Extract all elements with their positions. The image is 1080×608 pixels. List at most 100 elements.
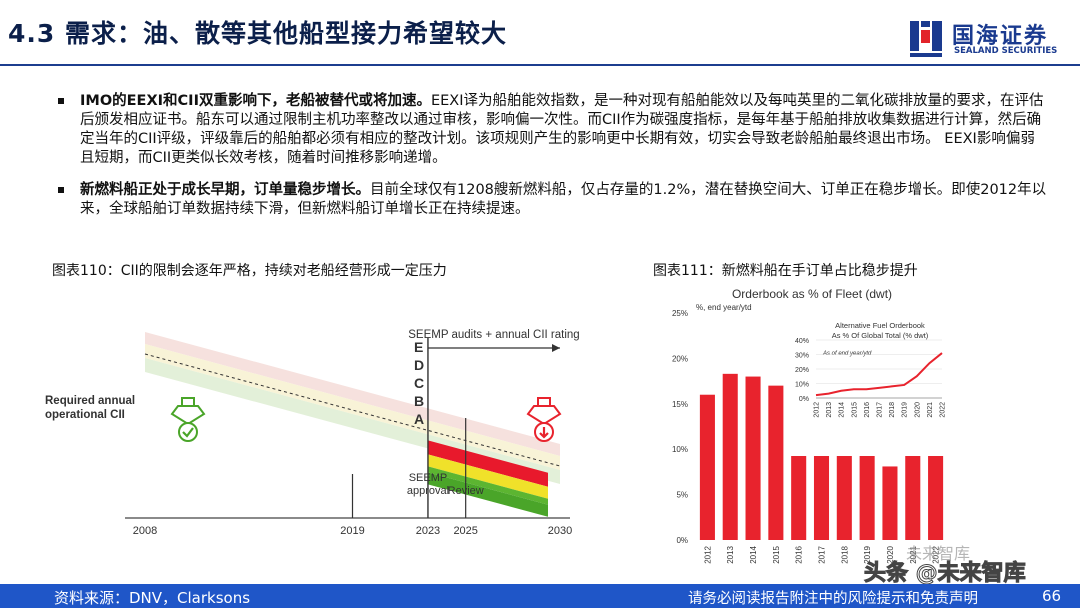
inset-x-tick-label: 2019	[902, 402, 909, 418]
x-tick-label: 2015	[772, 545, 781, 563]
inset-x-tick-label: 2017	[877, 402, 884, 418]
x-tick-label: 2016	[795, 545, 804, 563]
check-badge-shape	[178, 422, 198, 442]
bar-2018	[836, 440, 852, 540]
inset-x-tick-label: 2014	[839, 402, 846, 418]
x-tick-label: 2013	[726, 545, 735, 563]
bar-2012	[699, 394, 715, 540]
inset-y-tick-label: 10%	[795, 382, 809, 389]
x-tick-label: 2020	[886, 545, 895, 563]
company-logo: 国海证券 SEALAND SECURITIES	[908, 18, 1068, 60]
logo-text-en: SEALAND SECURITIES	[954, 46, 1058, 56]
sealand-logo-icon	[910, 21, 942, 57]
y-label-line2: operational CII	[45, 409, 125, 421]
chart-title: Orderbook as % of Fleet (dwt)	[732, 287, 892, 301]
x-tick-label: 2008	[133, 525, 157, 537]
y-tick-label: 25%	[672, 309, 688, 318]
inset-x-tick-label: 2015	[851, 402, 858, 418]
footer-bar: 资料来源：DNV，Clarksons 请务必阅读报告附注中的风险提示和免责声明 …	[0, 584, 1080, 608]
x-tick-label: 2018	[840, 545, 849, 563]
inset-x-tick-label: 2021	[927, 402, 934, 418]
bar-2019	[859, 455, 875, 540]
rating-band-a	[427, 472, 548, 517]
inset-title-line2: As % Of Global Total (% dwt)	[832, 331, 929, 340]
inset-subtitle: As of end year/ytd	[822, 351, 872, 357]
x-tick-label: 2030	[548, 525, 572, 537]
x-tick-label: 2014	[749, 545, 758, 563]
bullet-text: EEXI译为船舶能效指数，是一种对现有船舶能效以及每吨英里的二氧化碳排放量的要求…	[80, 93, 1044, 166]
page-number: 66	[1042, 587, 1062, 605]
bar-2017	[813, 441, 830, 540]
source-note: 资料来源：DNV，Clarksons	[54, 589, 251, 607]
inset-x-tick-label: 2016	[864, 402, 871, 418]
inset-x-tick-label: 2018	[889, 402, 896, 418]
compliant-ship-icon	[170, 397, 206, 442]
bullet-list: IMO的EEXI和CII双重影响下，老船被替代或将加速。EEXI译为船舶能效指数…	[48, 92, 1048, 232]
rating-label-e: E	[414, 339, 423, 355]
rating-label-d: D	[414, 357, 424, 373]
inset-background	[788, 314, 948, 456]
bar-2014	[745, 376, 761, 540]
down-arrow-shape	[539, 427, 549, 439]
rating-band-d	[427, 440, 548, 487]
figure-110-caption: 图表110：CII的限制会逐年严格，持续对老船经营形成一定压力	[52, 263, 447, 279]
ship-hull-shape	[170, 405, 206, 426]
inset-series-line	[815, 352, 943, 397]
audits-arrowhead	[552, 344, 560, 352]
rating-band-faint-middle	[145, 344, 560, 471]
chart-subtitle: %, end year/ytd	[696, 303, 752, 312]
inset-x-tick-label: 2012	[814, 402, 821, 418]
bar-2022	[928, 451, 944, 540]
bar-2016	[791, 431, 807, 540]
y-tick-label: 20%	[672, 354, 688, 363]
bar-2020	[882, 466, 898, 540]
disclaimer-link[interactable]: 请务必阅读报告附注中的风险提示和免责声明	[688, 591, 978, 607]
y-tick-label: 5%	[676, 491, 688, 500]
x-tick-label: 2025	[453, 525, 477, 537]
x-tick-label: 2023	[416, 525, 440, 537]
bullet-heading: 新燃料船正处于成长早期，订单量稳步增长。	[80, 182, 370, 198]
bar-2021	[905, 450, 921, 540]
y-tick-label: 0%	[676, 536, 688, 545]
bullet-item: 新燃料船正处于成长早期，订单量稳步增长。目前全球仅有1208艘新燃料船，仅占存量…	[48, 181, 1048, 219]
watermark-ring-text: 未来智库	[906, 544, 971, 563]
ship-cabin-shape	[537, 397, 551, 407]
x-tick-label: 2019	[863, 545, 872, 563]
rating-label-b: B	[414, 393, 424, 409]
bullet-marker	[58, 187, 64, 193]
inset-y-tick-label: 30%	[795, 353, 809, 360]
rating-label-a: A	[414, 411, 424, 427]
ship-cabin-shape	[181, 397, 195, 407]
figure-111-caption: 图表111：新燃料船在手订单占比稳步提升	[653, 263, 918, 279]
inset-x-tick-label: 2013	[826, 402, 833, 418]
page-title: 4.3 需求：油、散等其他船型接力希望较大	[8, 19, 507, 48]
non-compliant-ship-icon	[526, 397, 562, 442]
bullet-heading: IMO的EEXI和CII双重影响下，老船被替代或将加速。	[80, 93, 431, 109]
inset-x-tick-label: 2022	[940, 402, 947, 418]
y-label-line1: Required annual	[45, 395, 135, 407]
check-mark-shape	[182, 427, 194, 438]
title-divider	[0, 64, 1080, 66]
logo-text-cn: 国海证券	[952, 24, 1049, 49]
inset-y-tick-label: 20%	[795, 367, 809, 374]
audits-label: SEEMP audits + annual CII rating	[408, 329, 579, 341]
y-tick-label: 15%	[672, 400, 688, 409]
seemp-label: SEEMP	[409, 472, 448, 484]
title-bar: 4.3 需求：油、散等其他船型接力希望较大 国海证券 SEALAND SECUR…	[0, 0, 1080, 66]
bullet-item: IMO的EEXI和CII双重影响下，老船被替代或将加速。EEXI译为船舶能效指数…	[48, 92, 1048, 168]
x-tick-label: 2021	[909, 545, 918, 563]
bar-2013	[722, 373, 738, 540]
watermark: 头条 @未来智库	[864, 561, 1027, 587]
orderbook-chart: Orderbook as % of Fleet (dwt) %, end year…	[672, 287, 948, 564]
inset-y-tick-label: 0%	[799, 396, 809, 403]
rating-label-c: C	[414, 375, 424, 391]
ship-hull-shape	[526, 405, 562, 426]
bar-2015	[768, 385, 784, 540]
x-tick-label: 2022	[932, 545, 941, 563]
x-tick-label: 2017	[818, 545, 827, 563]
y-tick-label: 10%	[672, 445, 688, 454]
bullet-text: 目前全球仅有1208艘新燃料船，仅占存量的1.2%，潜在替换空间大、订单正在稳步…	[80, 182, 1047, 217]
rating-band-faint-upper	[145, 332, 560, 457]
rating-band-b	[427, 466, 548, 505]
